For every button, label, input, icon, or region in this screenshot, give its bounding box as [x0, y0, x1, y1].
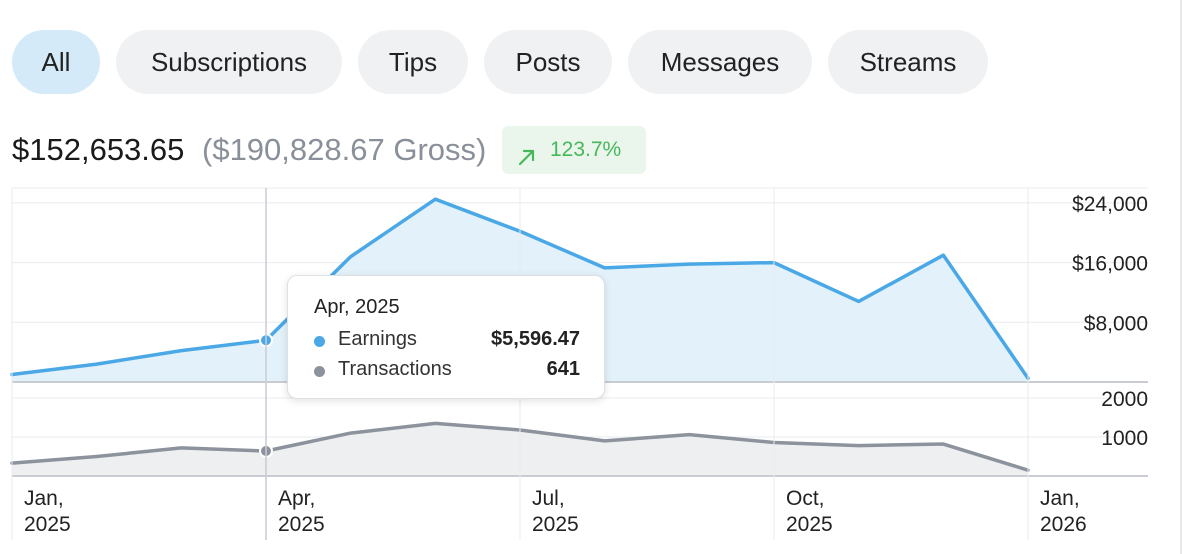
x-tick-label: Jul, [532, 487, 565, 510]
y-tick-label: $16,000 [1072, 253, 1148, 276]
tooltip-title: Apr, 2025 [314, 296, 400, 318]
tooltip-label: Transactions [338, 358, 452, 380]
arrow-up-right-icon [516, 138, 538, 186]
net-earnings: $152,653.65 [12, 132, 185, 167]
x-tick-label: Apr, [278, 487, 315, 510]
y-tick-label: 1000 [1101, 427, 1148, 450]
gross-earnings: ($190,828.67 Gross) [202, 132, 487, 167]
chart-tooltip: Apr, 2025 Earnings $5,596.47 Transaction… [287, 275, 605, 399]
x-tick-label: 2025 [24, 513, 71, 536]
y-tick-label: $24,000 [1072, 193, 1148, 216]
tooltip-row-earnings: Earnings $5,596.47 [314, 328, 580, 354]
x-tick-label: Jan, [24, 487, 64, 510]
x-tick-label: 2026 [1040, 513, 1087, 536]
x-tick-label: 2025 [786, 513, 833, 536]
tooltip-value: 641 [546, 358, 580, 380]
tab-messages[interactable]: Messages [628, 30, 812, 94]
y-tick-label: $8,000 [1084, 312, 1148, 335]
tooltip-row-transactions: Transactions 641 [314, 358, 580, 384]
change-percent: 123.7% [550, 138, 622, 161]
tab-all[interactable]: All [12, 30, 100, 94]
tab-posts[interactable]: Posts [484, 30, 612, 94]
x-tick-label: Oct, [786, 487, 825, 510]
earnings-dot-icon [314, 336, 325, 347]
x-tick-label: Jan, [1040, 487, 1080, 510]
tooltip-value: $5,596.47 [491, 328, 580, 350]
change-badge: 123.7% [502, 126, 646, 174]
tab-streams[interactable]: Streams [828, 30, 988, 94]
y-tick-label: 2000 [1101, 388, 1148, 411]
tab-tips[interactable]: Tips [358, 30, 468, 94]
x-tick-label: 2025 [532, 513, 579, 536]
x-tick-label: 2025 [278, 513, 325, 536]
panel-edge [1180, 0, 1182, 554]
transactions-dot-icon [314, 366, 325, 377]
tab-subscriptions[interactable]: Subscriptions [116, 30, 342, 94]
tooltip-label: Earnings [338, 328, 417, 350]
